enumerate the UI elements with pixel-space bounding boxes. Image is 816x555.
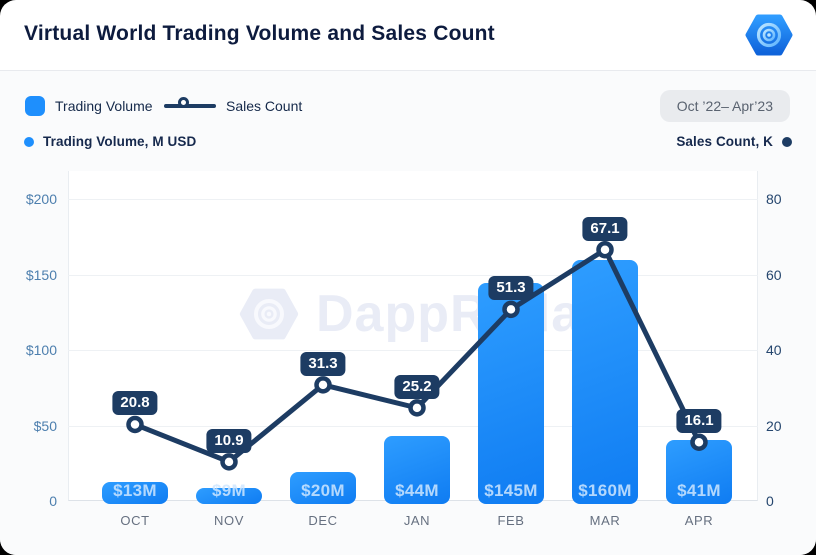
right-axis-title-label: Sales Count, K [676, 134, 773, 149]
gridline [68, 274, 758, 276]
bar-value-label: $20M [301, 481, 345, 500]
bar-oct: $13M [102, 481, 168, 504]
sales-dot-icon [782, 136, 792, 147]
left-axis-tick: $200 [25, 191, 57, 207]
right-axis-tick: 20 [766, 417, 782, 434]
x-axis-label-feb: FEB [497, 513, 525, 528]
right-axis-tick: 80 [766, 191, 782, 207]
x-axis-label-nov: NOV [214, 513, 244, 528]
sales-value-chip: 16.1 [676, 409, 722, 434]
volume-dot-icon [24, 136, 34, 147]
line-point [690, 433, 708, 451]
bar-jan: $44M [384, 436, 450, 504]
watermark: DappRadar [238, 283, 602, 345]
bar-feb: $145M [478, 283, 544, 504]
header-divider [0, 70, 816, 71]
gridline [68, 199, 758, 200]
right-axis-tick: 40 [766, 342, 782, 358]
sales-line-marker-icon [164, 97, 216, 115]
x-axis-label-oct: OCT [120, 513, 150, 528]
legend-row: Trading Volume Sales Count Oct ’22– Apr’… [0, 90, 816, 122]
sales-value-chip: 20.8 [112, 391, 158, 416]
dappradar-logo-icon[interactable] [744, 10, 794, 60]
right-axis-tick: 60 [766, 266, 782, 283]
line-point [314, 376, 332, 394]
legend-item-sales-count[interactable]: Sales Count [164, 90, 302, 122]
line-point [408, 399, 426, 417]
watermark-text: DappRadar [316, 285, 603, 343]
right-axis-tick: 0 [766, 493, 774, 509]
bar-dec: $20M [290, 472, 356, 504]
left-axis-tick: $100 [25, 342, 57, 358]
sales-count-line [126, 240, 708, 471]
sales-value-chip: 67.1 [582, 216, 628, 241]
line-point [596, 240, 614, 259]
x-axis-label-dec: DEC [308, 513, 338, 528]
date-range-badge[interactable]: Oct ’22– Apr’23 [659, 90, 790, 122]
x-axis-label-apr: APR [684, 513, 714, 528]
gridline [68, 425, 758, 427]
bar-value-label: $13M [113, 481, 157, 500]
sales-value-chip: 31.3 [300, 351, 346, 376]
left-axis-tick: $150 [25, 266, 57, 283]
watermark-logo-icon [239, 288, 299, 340]
bar-value-label: $145M [484, 481, 538, 500]
line-point [126, 415, 144, 434]
bar-nov: $9M [196, 481, 262, 504]
x-axis-label-jan: JAN [403, 513, 431, 528]
bar-value-label: $9M [212, 481, 246, 500]
bar-value-label: $160M [578, 481, 632, 500]
sales-value-chip: 51.3 [488, 276, 534, 301]
page-title: Virtual World Trading Volume and Sales C… [24, 22, 495, 45]
left-axis-tick: $50 [33, 417, 57, 434]
right-axis-title: Sales Count, K [676, 134, 792, 149]
legend-item-trading-volume[interactable]: Trading Volume [25, 90, 153, 122]
left-axis-title: Trading Volume, M USD [24, 134, 196, 149]
chart-area: DappRadar $200 80 $150 60 $100 40 $50 20 0 0 $13M $… [0, 165, 816, 555]
sales-value-chip: 10.9 [206, 428, 252, 453]
axis-titles-row: Trading Volume, M USD Sales Count, K [0, 134, 816, 152]
bar-value-label: $44M [395, 481, 439, 500]
x-axis-label-mar: MAR [589, 513, 621, 528]
legend-sales-label: Sales Count [226, 98, 303, 114]
bar-mar: $160M [572, 260, 638, 504]
line-point [220, 453, 238, 471]
bar-value-label: $41M [677, 481, 721, 500]
legend-volume-label: Trading Volume [55, 98, 153, 114]
line-point [502, 300, 520, 319]
volume-swatch-icon [25, 96, 45, 116]
left-axis-title-label: Trading Volume, M USD [43, 134, 197, 149]
left-axis-tick: 0 [49, 493, 57, 509]
sales-value-chip: 25.2 [394, 374, 440, 399]
gridline [68, 350, 758, 351]
